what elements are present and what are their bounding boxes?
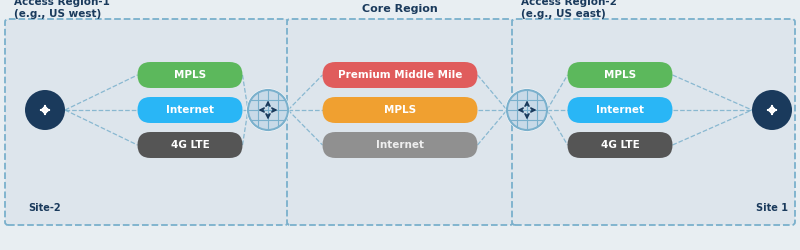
Text: Premium Middle Mile: Premium Middle Mile	[338, 70, 462, 80]
FancyBboxPatch shape	[567, 132, 673, 158]
Text: MPLS: MPLS	[604, 70, 636, 80]
Circle shape	[25, 90, 65, 130]
FancyBboxPatch shape	[322, 62, 478, 88]
Text: Core Region: Core Region	[362, 4, 438, 14]
Text: Access Region-2
(e.g., US east): Access Region-2 (e.g., US east)	[521, 0, 617, 19]
FancyBboxPatch shape	[287, 19, 513, 225]
Text: Site 1: Site 1	[756, 203, 788, 213]
Text: Internet: Internet	[166, 105, 214, 115]
FancyBboxPatch shape	[567, 97, 673, 123]
Circle shape	[246, 88, 290, 132]
Circle shape	[506, 88, 549, 132]
FancyBboxPatch shape	[138, 62, 242, 88]
FancyBboxPatch shape	[567, 62, 673, 88]
FancyBboxPatch shape	[322, 132, 478, 158]
FancyBboxPatch shape	[5, 19, 288, 225]
FancyBboxPatch shape	[322, 97, 478, 123]
Text: Internet: Internet	[596, 105, 644, 115]
Text: Access Region-1
(e.g., US west): Access Region-1 (e.g., US west)	[14, 0, 110, 19]
Text: MPLS: MPLS	[174, 70, 206, 80]
Text: 4G LTE: 4G LTE	[170, 140, 210, 150]
FancyBboxPatch shape	[512, 19, 795, 225]
Circle shape	[248, 90, 288, 130]
Text: Internet: Internet	[376, 140, 424, 150]
Text: Site-2: Site-2	[29, 203, 62, 213]
Text: 4G LTE: 4G LTE	[601, 140, 639, 150]
Circle shape	[752, 90, 792, 130]
FancyBboxPatch shape	[138, 97, 242, 123]
Circle shape	[507, 90, 547, 130]
Text: MPLS: MPLS	[384, 105, 416, 115]
FancyBboxPatch shape	[138, 132, 242, 158]
